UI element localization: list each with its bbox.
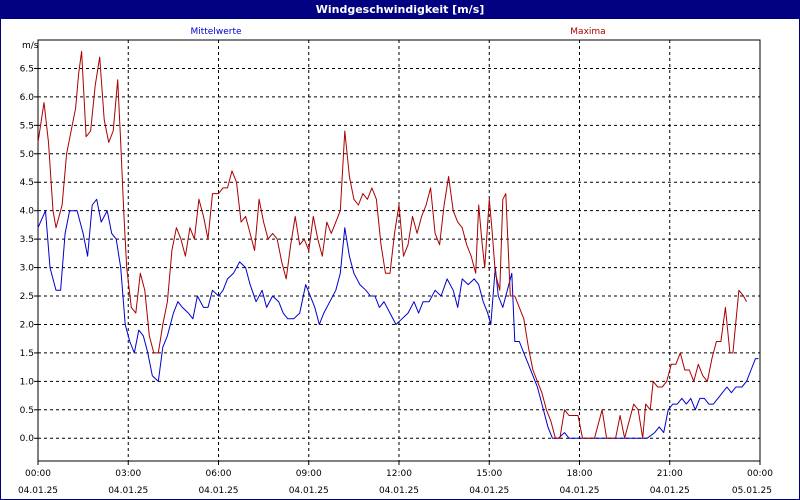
y-tick-label: 5.5 (20, 121, 34, 131)
x-tick-time: 15:00 (476, 469, 502, 479)
y-tick-label: 3.0 (20, 264, 35, 274)
x-axis-ticks: 00:00 04.01.25 03:00 04.01.25 06:00 04.01.25 0… (18, 461, 773, 496)
x-tick-time: 00:00 (25, 469, 51, 479)
x-tick-date: 04.01.25 (18, 486, 58, 496)
x-tick-date: 04.01.25 (650, 486, 690, 496)
x-tick-time: 00:00 (747, 469, 773, 479)
y-tick-label: 5.0 (20, 150, 35, 160)
x-tick-date: 04.01.25 (559, 486, 599, 496)
x-tick-date: 05.01.25 (732, 486, 772, 496)
y-tick-label: 3.5 (20, 235, 34, 245)
y-axis-unit: m/s (22, 41, 39, 51)
legend-mean: Mittelwerte (190, 27, 241, 37)
grid-lines (38, 40, 760, 461)
y-tick-label: 6.5 (20, 64, 34, 74)
mean-series-line (37, 198, 759, 439)
y-axis-ticks: 0.0 0.5 1.0 1.5 2.0 2.5 3.0 3.5 4.0 4.5 5.0 5.5 6.0 6… (20, 64, 38, 444)
x-tick-time: 12:00 (386, 469, 412, 479)
y-tick-label: 4.5 (20, 178, 34, 188)
x-tick-time: 18:00 (567, 469, 593, 479)
window-title: Windgeschwindigkeit [m/s] (1, 1, 799, 19)
y-tick-label: 2.0 (20, 320, 35, 330)
x-tick-time: 21:00 (657, 469, 683, 479)
y-tick-label: 2.5 (20, 292, 34, 302)
y-tick-label: 1.5 (20, 349, 34, 359)
y-tick-label: 1.0 (20, 377, 35, 387)
x-tick-date: 04.01.25 (198, 486, 238, 496)
x-tick-date: 04.01.25 (108, 486, 148, 496)
x-tick-time: 06:00 (206, 469, 232, 479)
x-tick-time: 09:00 (296, 469, 322, 479)
y-tick-label: 0.5 (20, 406, 34, 416)
max-series-line (37, 50, 747, 439)
y-tick-label: 6.0 (20, 93, 35, 103)
x-tick-date: 04.01.25 (289, 486, 329, 496)
legend-max: Maxima (570, 27, 605, 37)
series-lines (37, 50, 759, 439)
x-tick-date: 04.01.25 (469, 486, 509, 496)
x-tick-time: 03:00 (115, 469, 141, 479)
y-tick-label: 4.0 (20, 207, 35, 217)
x-tick-date: 04.01.25 (379, 486, 419, 496)
y-tick-label: 0.0 (20, 434, 35, 444)
